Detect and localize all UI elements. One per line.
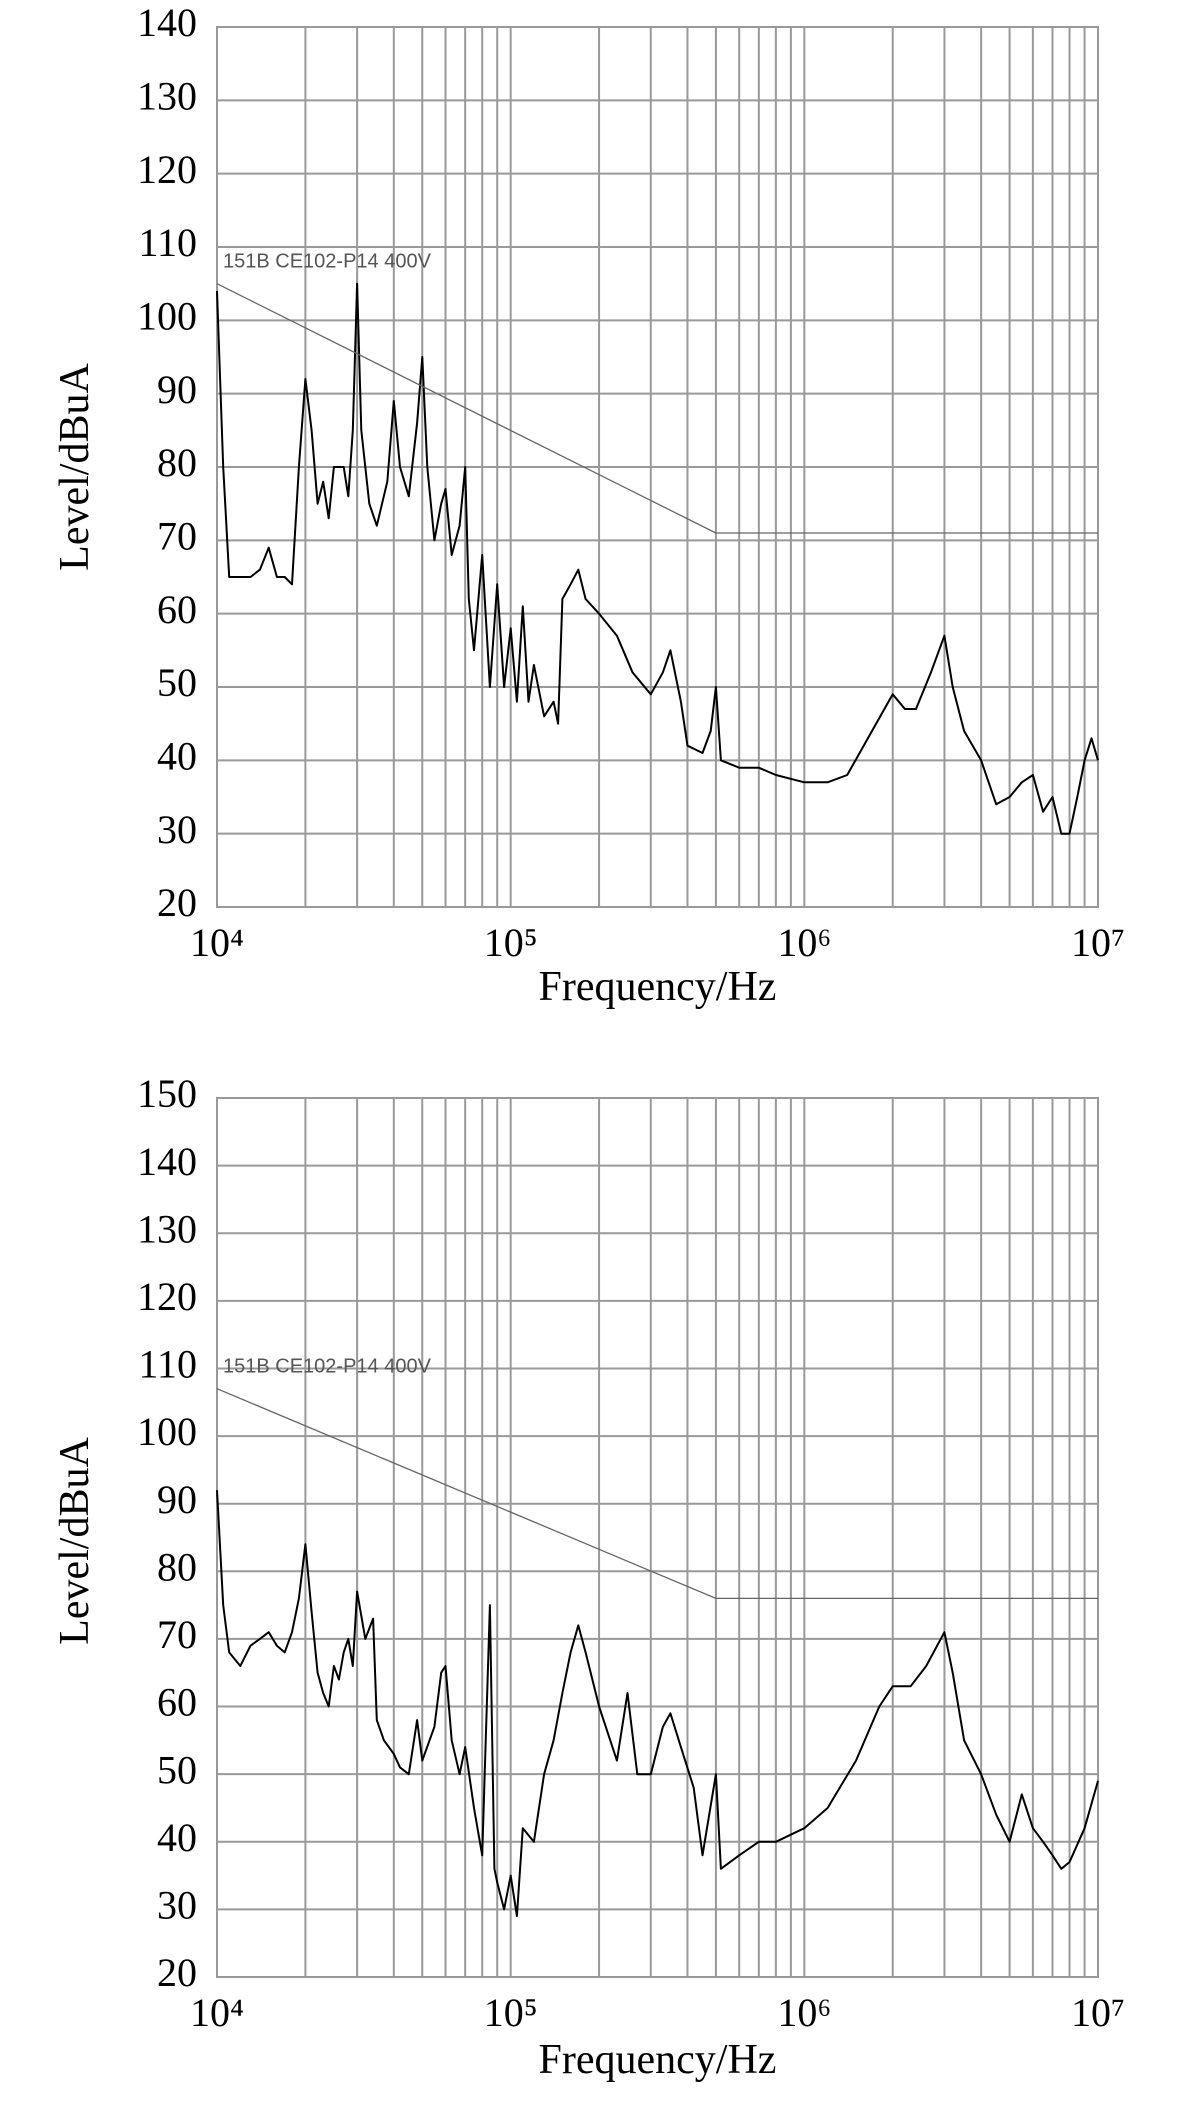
y-axis-title: Level/dBuA [52,363,98,571]
x-tick-label: 10⁵ [484,920,538,965]
y-tick-label: 60 [157,1680,197,1725]
y-tick-label: 40 [157,1815,197,1860]
y-tick-label: 90 [157,367,197,412]
plot-frame [216,1097,1099,1978]
y-tick-label: 40 [157,734,197,779]
y-tick-label: 50 [157,1747,197,1792]
y-tick-label: 100 [137,1409,197,1454]
y-tick-label: 100 [137,294,197,339]
x-tick-label: 10⁴ [190,920,244,965]
y-tick-label: 70 [157,514,197,559]
y-tick-label: 120 [137,1274,197,1319]
y-tick-label: 30 [157,807,197,852]
y-tick-label: 80 [157,440,197,485]
limit-annotation: 151B CE102-P14 400V [223,1356,432,1378]
y-axis-title: Level/dBuA [52,1437,98,1645]
x-tick-label: 10⁷ [1071,1990,1125,2035]
limit-line [216,1388,1098,1600]
y-tick-label: 70 [157,1612,197,1657]
y-tick-label: 80 [157,1544,197,1589]
y-tick-label: 110 [138,1342,197,1387]
x-axis-title: Frequency/Hz [539,964,777,1010]
y-tick-label: 120 [137,147,197,192]
x-axis-title: Frequency/Hz [539,2037,777,2083]
x-tick-label: 10⁶ [777,1990,831,2035]
y-tick-label: 130 [137,1206,197,1251]
y-tick-label: 20 [157,880,197,925]
limit-line [216,283,1098,534]
y-tick-label: 130 [137,74,197,119]
y-tick-label: 50 [157,660,197,705]
x-tick-label: 10⁵ [484,1990,538,2035]
y-tick-label: 90 [157,1477,197,1522]
trace-line [216,282,1099,835]
trace-line [216,1490,1099,1918]
x-tick-label: 10⁷ [1071,920,1125,965]
plot-frame [216,26,1099,908]
y-tick-label: 140 [137,0,197,45]
x-tick-label: 10⁴ [190,1990,244,2035]
limit-annotation: 151B CE102-P14 400V [223,251,432,273]
y-tick-label: 140 [137,1139,197,1184]
y-tick-label: 110 [138,220,197,265]
y-tick-label: 150 [137,1071,197,1116]
y-tick-label: 20 [157,1950,197,1995]
x-tick-label: 10⁶ [777,920,831,965]
y-tick-label: 60 [157,587,197,632]
y-tick-label: 30 [157,1883,197,1928]
